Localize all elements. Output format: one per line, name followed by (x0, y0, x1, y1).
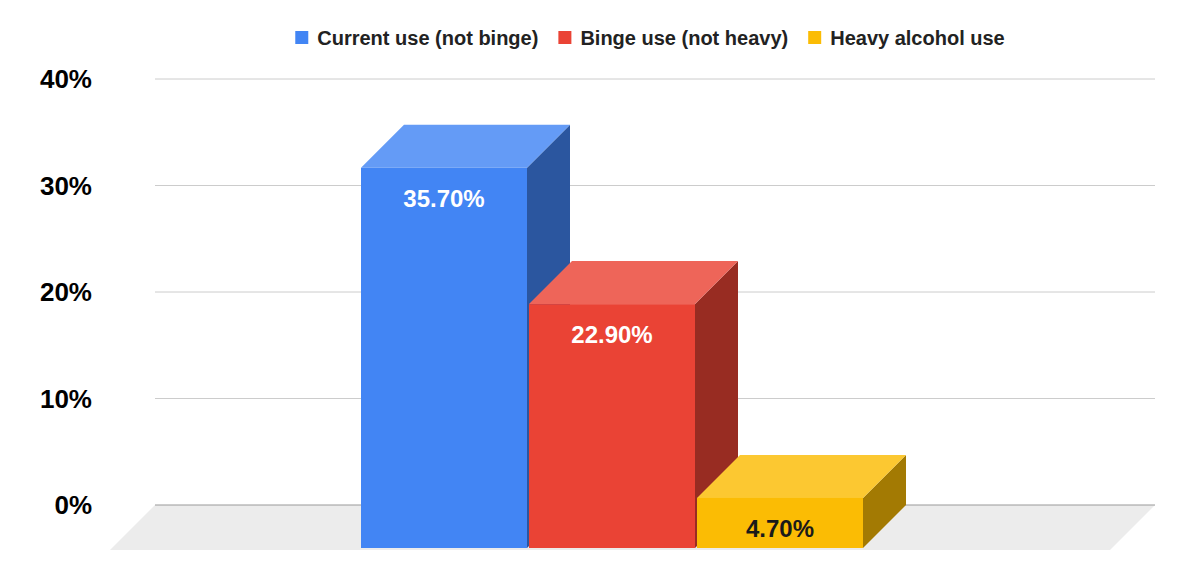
legend-label: Heavy alcohol use (830, 27, 1005, 49)
bar-3d (697, 455, 906, 548)
bar (529, 304, 695, 548)
data-labels: 35.70% 22.90% 4.70% (403, 185, 814, 542)
y-axis-line (155, 79, 156, 505)
legend-swatch (558, 31, 571, 44)
y-tick-label: 0% (54, 490, 92, 520)
bar-top (697, 455, 906, 498)
legend-label: Binge use (not heavy) (580, 27, 788, 49)
legend-swatch (808, 31, 821, 44)
grid-line (155, 185, 1155, 186)
data-label: 22.90% (571, 321, 652, 348)
bars (361, 125, 906, 548)
legend-label: Current use (not binge) (317, 27, 538, 49)
chart: 0% 10% 20% 30% 40% 35.70% 22.90% 4.70% Current u… (0, 0, 1185, 569)
y-tick-label: 20% (40, 277, 92, 307)
bar-top (361, 125, 570, 168)
data-label: 4.70% (746, 515, 814, 542)
data-label: 35.70% (403, 185, 484, 212)
y-tick-label: 10% (40, 384, 92, 414)
y-tick-label: 30% (40, 171, 92, 201)
legend-swatch (295, 31, 308, 44)
bar (361, 168, 527, 548)
legend: Current use (not binge) Binge use (not he… (295, 27, 1004, 49)
grid-line (155, 79, 1155, 80)
bar (697, 498, 863, 548)
y-tick-label: 40% (40, 64, 92, 94)
bar-top (529, 261, 738, 304)
